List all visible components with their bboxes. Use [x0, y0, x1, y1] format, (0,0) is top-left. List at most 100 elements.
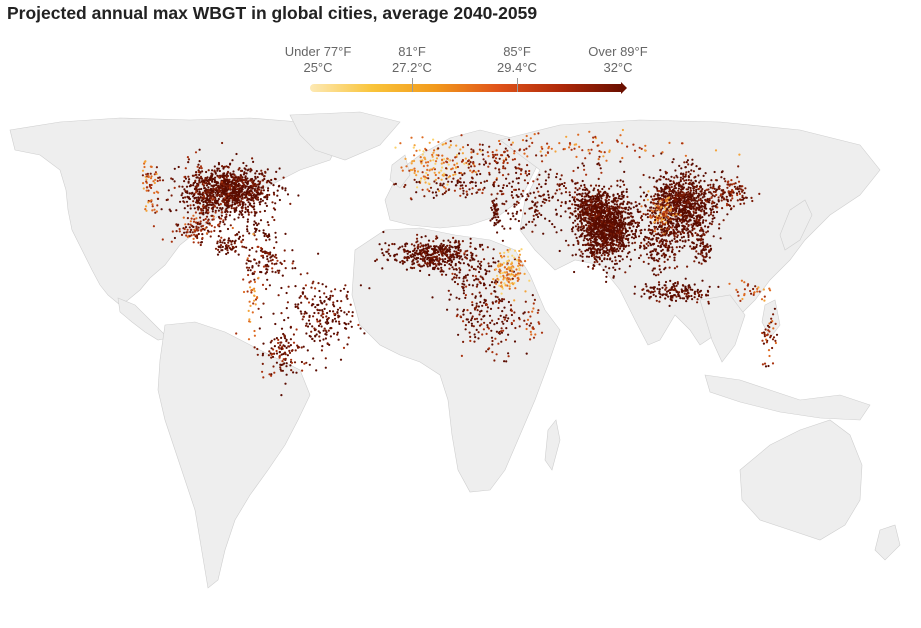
city-dot [197, 163, 200, 166]
city-dot [587, 214, 590, 217]
city-dot [602, 232, 605, 235]
city-dot [279, 366, 282, 369]
city-dot [600, 231, 603, 234]
city-dot [423, 178, 426, 181]
city-dot [263, 177, 266, 181]
city-dot [564, 202, 567, 205]
city-dot [478, 163, 481, 166]
city-dot [481, 304, 484, 307]
city-dot [276, 269, 279, 272]
city-dot [485, 350, 488, 353]
city-dot [197, 208, 200, 211]
city-dot [610, 235, 614, 239]
city-dot [435, 157, 439, 160]
city-dot [178, 227, 181, 231]
city-dot [253, 220, 256, 223]
city-dot [273, 345, 276, 348]
city-dot [531, 310, 534, 313]
city-dot [239, 174, 242, 177]
city-dot [237, 253, 240, 256]
city-dot [622, 200, 625, 203]
city-dot [610, 221, 613, 224]
city-dot [256, 296, 259, 300]
city-dot [284, 382, 287, 385]
city-dot [281, 274, 284, 277]
city-dot [185, 234, 188, 237]
city-dot [687, 234, 690, 237]
city-dot [580, 222, 584, 225]
city-dot [476, 320, 479, 323]
city-dot [265, 234, 268, 238]
city-dot [483, 180, 486, 183]
city-dot [619, 179, 622, 182]
city-dot [614, 268, 617, 271]
city-dot [699, 179, 702, 182]
city-dot [206, 204, 209, 207]
city-dot [493, 199, 496, 202]
city-dot [619, 185, 622, 188]
city-dot [585, 255, 589, 258]
city-dot [225, 213, 228, 216]
city-dot [248, 191, 251, 194]
city-dot [246, 230, 249, 233]
city-dot [222, 189, 225, 192]
city-dot [593, 261, 596, 264]
city-dot [237, 182, 240, 185]
city-dot [471, 258, 474, 261]
city-dot [590, 235, 593, 238]
city-dot [587, 247, 591, 250]
city-dot [271, 262, 274, 265]
city-dot [419, 245, 422, 248]
city-dot [506, 259, 509, 263]
city-dot [617, 219, 621, 222]
city-dot [471, 284, 474, 287]
city-dot [462, 280, 465, 283]
city-dot [464, 196, 467, 199]
city-dot [250, 289, 253, 292]
city-dot [230, 183, 233, 186]
city-dot [265, 287, 268, 291]
city-dot [580, 184, 583, 187]
city-dot [624, 208, 627, 211]
city-dot [617, 243, 621, 246]
city-dot [303, 362, 306, 365]
city-dot [578, 248, 581, 251]
city-dot [276, 189, 279, 192]
city-dot [589, 251, 592, 254]
city-dot [278, 167, 281, 170]
city-dot [501, 225, 504, 228]
city-dot [415, 149, 418, 152]
city-dot [214, 197, 217, 200]
city-dot [275, 241, 278, 244]
city-dot [606, 236, 609, 239]
city-dot [593, 250, 596, 254]
city-dot [209, 201, 212, 204]
city-dot [196, 165, 199, 168]
city-dot [615, 250, 618, 253]
city-dot [413, 244, 416, 247]
city-dot [422, 251, 425, 254]
city-dot [280, 341, 283, 344]
city-dot [478, 313, 481, 316]
city-dot [495, 282, 498, 285]
city-dot [594, 201, 598, 204]
city-dot [433, 180, 436, 183]
city-dot [610, 185, 613, 188]
city-dot [629, 207, 632, 210]
city-dot [322, 338, 325, 341]
city-dot [346, 297, 349, 300]
city-dot [453, 256, 456, 259]
city-dot [498, 298, 501, 301]
city-dot [612, 276, 615, 279]
city-dot [276, 194, 279, 197]
city-dot [589, 209, 592, 212]
city-dot [247, 309, 250, 312]
city-dot [211, 210, 214, 213]
city-dot [468, 269, 471, 272]
city-dot [497, 317, 500, 321]
city-dot [214, 247, 218, 250]
city-dot [494, 279, 497, 282]
city-dot [217, 161, 220, 165]
city-dot [201, 233, 204, 236]
city-dot [504, 271, 507, 274]
